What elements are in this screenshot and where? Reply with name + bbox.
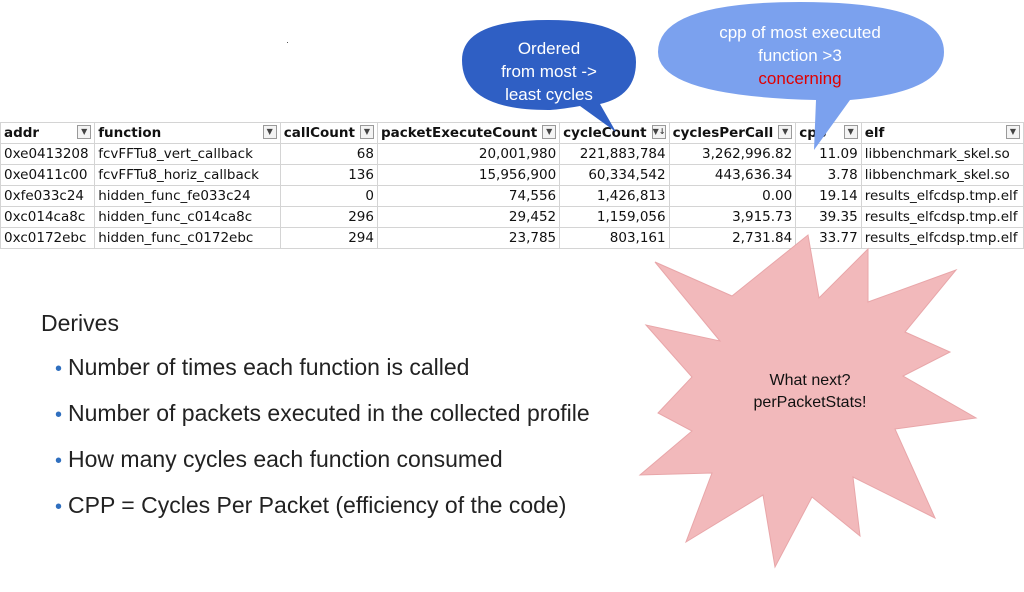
cell-packetexecutecount[interactable]: 74,556	[376, 185, 561, 207]
cell-elf[interactable]: libbenchmark_skel.so	[860, 164, 1024, 186]
filter-dropdown-icon[interactable]: ▼	[843, 125, 858, 139]
cell-cyclespercall[interactable]: 443,636.34	[668, 164, 797, 186]
filter-dropdown-icon[interactable]: ▼	[542, 125, 557, 139]
column-header-cyclecount[interactable]: cycleCount ▼↓	[559, 122, 670, 144]
column-header-elf[interactable]: elf ▼	[860, 122, 1024, 144]
cell-addr[interactable]: 0xc014ca8c	[0, 206, 96, 228]
cell-callcount[interactable]: 294	[279, 227, 378, 249]
filter-dropdown-icon[interactable]: ▼	[778, 125, 793, 139]
cell-cyclespercall[interactable]: 3,915.73	[668, 206, 797, 228]
derives-bullet-list: • Number of times each function is called…	[55, 352, 590, 536]
cell-callcount[interactable]: 136	[279, 164, 378, 186]
cell-addr[interactable]: 0xe0413208	[0, 143, 96, 165]
cell-packetexecutecount[interactable]: 29,452	[376, 206, 561, 228]
cell-packetexecutecount[interactable]: 15,956,900	[376, 164, 561, 186]
bullet-icon: •	[55, 404, 63, 426]
cell-addr[interactable]: 0xe0411c00	[0, 164, 96, 186]
cell-callcount[interactable]: 296	[279, 206, 378, 228]
profile-table: addr ▼ function ▼ callCount ▼ packetExecute…	[0, 122, 1024, 249]
cell-function[interactable]: hidden_func_c014ca8c	[94, 206, 281, 228]
cell-addr[interactable]: 0xc0172ebc	[0, 227, 96, 249]
bullet-icon: •	[55, 450, 63, 472]
table-row[interactable]: 0xe0411c00 fcvFFTu8_horiz_callback 136 1…	[0, 164, 1024, 186]
table-row[interactable]: 0xfe033c24 hidden_func_fe033c24 0 74,556…	[0, 185, 1024, 207]
bullet-icon: •	[55, 358, 63, 380]
cell-function[interactable]: hidden_func_c0172ebc	[94, 227, 281, 249]
list-item: • Number of times each function is called	[55, 354, 470, 380]
filter-dropdown-icon[interactable]: ▼	[262, 125, 277, 139]
cell-callcount[interactable]: 68	[279, 143, 378, 165]
cell-addr[interactable]: 0xfe033c24	[0, 185, 96, 207]
cell-elf[interactable]: results_elfcdsp.tmp.elf	[860, 206, 1024, 228]
list-item: • Number of packets executed in the colle…	[55, 400, 590, 426]
table-row[interactable]: 0xe0413208 fcvFFTu8_vert_callback 68 20,…	[0, 143, 1024, 165]
cell-elf[interactable]: libbenchmark_skel.so	[860, 143, 1024, 165]
column-header-function[interactable]: function ▼	[94, 122, 281, 144]
cell-cyclecount[interactable]: 1,426,813	[559, 185, 670, 207]
cell-packetexecutecount[interactable]: 20,001,980	[376, 143, 561, 165]
cell-cyclecount[interactable]: 803,161	[559, 227, 670, 249]
column-header-callcount[interactable]: callCount ▼	[279, 122, 378, 144]
cell-callcount[interactable]: 0	[279, 185, 378, 207]
cell-cpp[interactable]: 19.14	[795, 185, 862, 207]
filter-dropdown-icon[interactable]: ▼	[359, 125, 374, 139]
cell-cpp[interactable]: 3.78	[795, 164, 862, 186]
table-row[interactable]: 0xc014ca8c hidden_func_c014ca8c 296 29,4…	[0, 206, 1024, 228]
column-header-cpp[interactable]: cpp ▼	[795, 122, 862, 144]
filter-dropdown-icon[interactable]: ▼	[77, 125, 92, 139]
cell-cyclecount[interactable]: 60,334,542	[559, 164, 670, 186]
star-callout-text: What next? perPacketStats!	[753, 372, 867, 411]
ordered-callout-text: Ordered from most -> least cycles	[501, 39, 597, 104]
column-header-packetexecutecount[interactable]: packetExecuteCount ▼	[376, 122, 561, 144]
cell-cyclecount[interactable]: 1,159,056	[559, 206, 670, 228]
cell-function[interactable]: fcvFFTu8_vert_callback	[94, 143, 281, 165]
column-header-cyclespercall[interactable]: cyclesPerCall ▼	[668, 122, 797, 144]
filter-dropdown-icon[interactable]: ▼	[1006, 125, 1020, 139]
cell-function[interactable]: hidden_func_fe033c24	[94, 185, 281, 207]
list-item: • How many cycles each function consumed	[55, 446, 503, 472]
list-item: • CPP = Cycles Per Packet (efficiency of …	[55, 492, 567, 518]
cell-cpp[interactable]: 39.35	[795, 206, 862, 228]
cell-function[interactable]: fcvFFTu8_horiz_callback	[94, 164, 281, 186]
table-header-row: addr ▼ function ▼ callCount ▼ packetExecute…	[0, 122, 1024, 144]
bullet-icon: •	[55, 496, 63, 518]
cell-cyclespercall[interactable]: 0.00	[668, 185, 797, 207]
sort-descending-filter-icon[interactable]: ▼↓	[651, 125, 666, 139]
cell-cpp[interactable]: 11.09	[795, 143, 862, 165]
cell-cpp[interactable]: 33.77	[795, 227, 862, 249]
column-header-addr[interactable]: addr ▼	[0, 122, 96, 144]
cell-cyclespercall[interactable]: 3,262,996.82	[668, 143, 797, 165]
derives-heading: Derives	[41, 310, 119, 336]
table-row[interactable]: 0xc0172ebc hidden_func_c0172ebc 294 23,7…	[0, 227, 1024, 249]
cell-cyclespercall[interactable]: 2,731.84	[668, 227, 797, 249]
stray-dot	[287, 42, 288, 43]
cell-elf[interactable]: results_elfcdsp.tmp.elf	[860, 227, 1024, 249]
cell-packetexecutecount[interactable]: 23,785	[376, 227, 561, 249]
cell-cyclecount[interactable]: 221,883,784	[559, 143, 670, 165]
cell-elf[interactable]: results_elfcdsp.tmp.elf	[860, 185, 1024, 207]
cpp-callout-text: cpp of most executed function >3 concern…	[719, 23, 881, 88]
